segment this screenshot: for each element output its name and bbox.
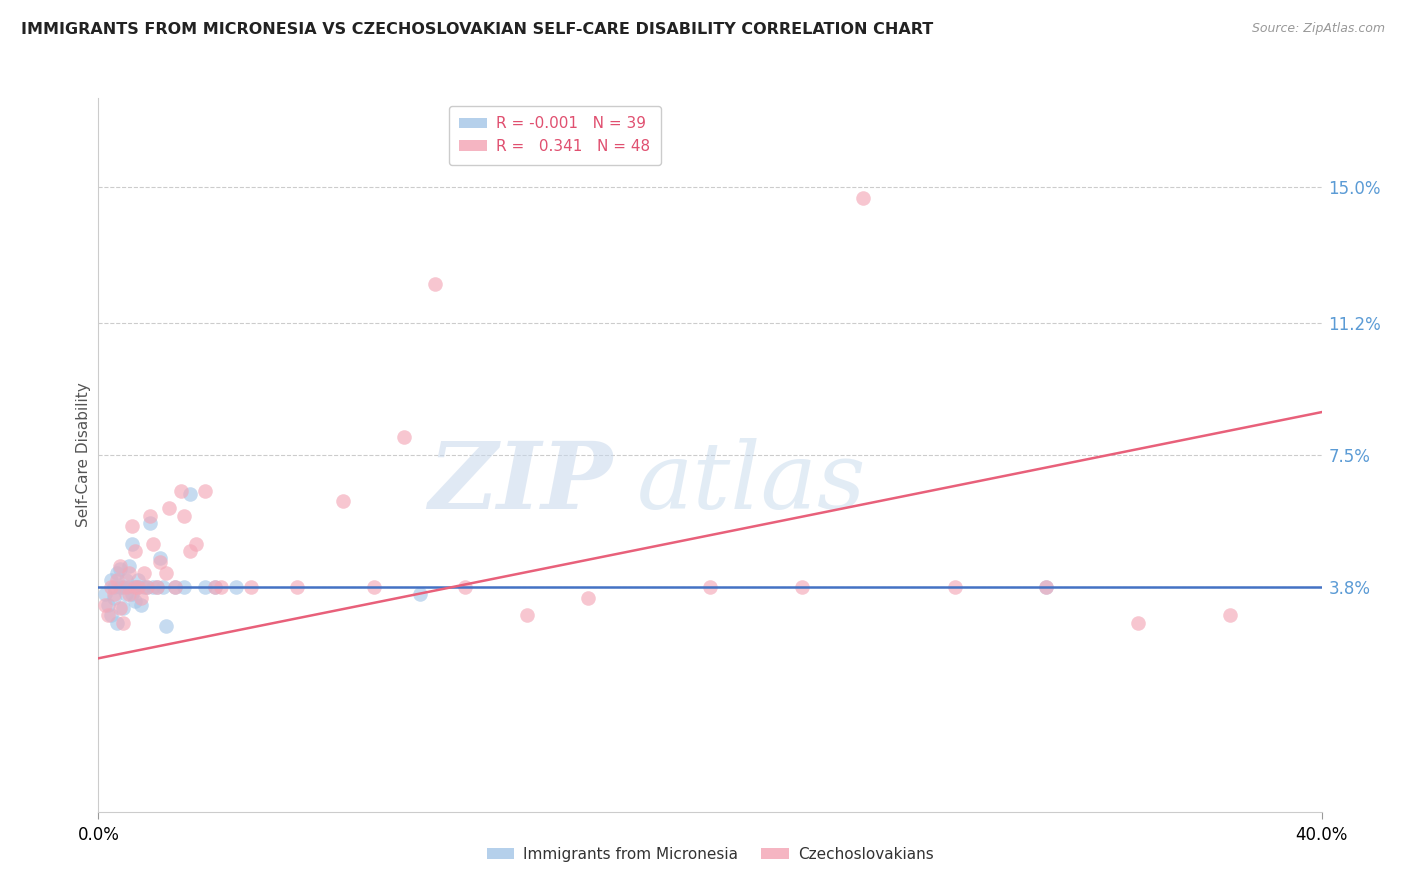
Point [97,598,120,612]
Point [1219,608,1241,623]
Point [118,566,141,580]
Point [149,555,172,569]
Point [173,508,195,523]
Point [111,615,134,630]
Point [157,501,180,516]
Point [115,587,138,601]
Point [204,580,226,594]
Point [93,587,115,601]
Point [142,580,165,594]
Point [179,487,201,501]
Point [129,598,152,612]
Point [163,580,186,594]
Point [142,537,165,551]
Point [100,608,122,623]
Point [392,430,416,444]
Point [127,580,149,594]
Point [423,277,446,291]
Point [127,580,149,594]
Point [97,608,120,623]
Point [105,573,128,587]
Point [105,615,128,630]
Point [108,562,131,576]
Text: ZIP: ZIP [427,439,612,528]
Point [103,587,125,601]
Point [124,580,146,594]
Point [108,580,131,594]
Point [145,580,167,594]
Point [108,601,131,615]
Point [155,566,177,580]
Point [149,551,172,566]
Legend: Immigrants from Micronesia, Czechoslovakians: Immigrants from Micronesia, Czechoslovak… [481,841,939,868]
Point [194,580,217,594]
Point [194,483,217,498]
Point [186,537,208,551]
Text: IMMIGRANTS FROM MICRONESIA VS CZECHOSLOVAKIAN SELF-CARE DISABILITY CORRELATION C: IMMIGRANTS FROM MICRONESIA VS CZECHOSLOV… [21,22,934,37]
Point [127,573,149,587]
Point [136,580,159,594]
Point [332,494,354,508]
Point [139,508,162,523]
Point [134,566,156,580]
Point [121,519,143,533]
Point [111,601,134,615]
Point [790,580,813,594]
Point [134,580,156,594]
Point [163,580,186,594]
Point [454,580,477,594]
Point [1035,580,1057,594]
Point [139,516,162,530]
Point [136,580,159,594]
Point [124,580,146,594]
Point [111,580,134,594]
Text: atlas: atlas [637,439,866,528]
Point [103,591,125,605]
Point [943,580,966,594]
Point [124,594,146,608]
Point [118,580,141,594]
Point [100,573,122,587]
Point [115,573,138,587]
Point [93,598,115,612]
Y-axis label: Self-Care Disability: Self-Care Disability [76,383,91,527]
Point [1128,615,1150,630]
Point [155,619,177,633]
Point [118,587,141,601]
Point [173,580,195,594]
Point [121,587,143,601]
Point [179,544,201,558]
Point [129,591,152,605]
Point [576,591,599,605]
Point [1035,580,1057,594]
Point [516,608,538,623]
Point [115,580,138,594]
Text: Source: ZipAtlas.com: Source: ZipAtlas.com [1251,22,1385,36]
Point [225,580,247,594]
Point [118,558,141,573]
Point [124,544,146,558]
Point [170,483,193,498]
Point [108,558,131,573]
Point [105,566,128,580]
Point [285,580,308,594]
Point [240,580,263,594]
Point [209,580,232,594]
Point [103,580,125,594]
Point [145,580,167,594]
Point [204,580,226,594]
Point [363,580,385,594]
Point [408,587,430,601]
Point [152,580,174,594]
Point [121,537,143,551]
Point [699,580,721,594]
Point [852,191,875,205]
Point [100,580,122,594]
